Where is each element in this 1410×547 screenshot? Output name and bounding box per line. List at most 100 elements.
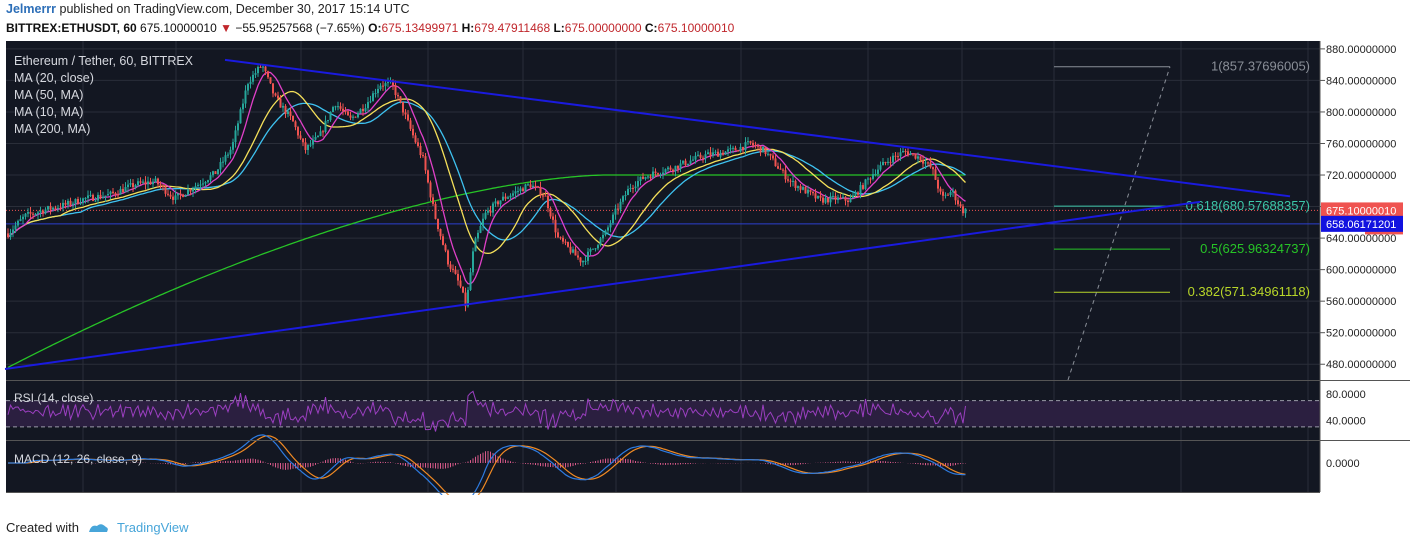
candle-body [147,181,149,185]
price-axis[interactable]: 880.00000000 840.00000000 800.00000000 760.… [6,41,1410,492]
y-tick-label: 480.00000000 [1326,359,1396,371]
candle-body [179,193,182,195]
trend-lines[interactable] [4,58,1291,370]
fib-retracement[interactable]: 1(857.37696005) 0.618(680.57688357) 0.5(62… [6,59,1320,381]
price-chart[interactable]: 1(857.37696005) 0.618(680.57688357) 0.5(62… [0,39,1410,495]
trend-line-lower [4,200,1201,370]
candle-body [907,151,909,156]
candle-body [162,185,164,187]
candle-body [949,192,952,196]
candle-body [782,169,784,171]
candle-body [724,151,727,155]
y-tick-label: 760.00000000 [1326,138,1396,150]
candle-body [184,194,187,197]
candle-body [387,82,389,84]
candle-body [504,196,507,199]
candle-body [192,189,194,192]
rsi-band [6,400,1320,428]
candle-body [619,201,622,210]
candle-body [909,153,912,156]
candle-body [267,71,269,78]
candle-body [824,197,827,203]
candle-body [694,155,697,160]
candle-body [527,184,529,186]
candle-body [174,195,177,200]
candle-body [39,210,42,213]
candle-body [882,162,884,166]
candle-body [27,212,29,214]
candle-body [292,115,294,122]
candle-body [687,163,689,166]
candle-body [952,190,954,193]
candle-body [614,208,617,215]
macd-line [8,434,966,495]
candle-body [899,152,902,157]
candle-body [309,144,312,146]
candle-body [549,208,552,217]
candle-body [512,193,514,196]
candle-body [692,159,694,161]
candle-body [202,183,204,185]
macd-legend: MACD (12, 26, close, 9) [14,452,142,466]
candle-body [617,208,619,210]
candle-body [749,141,752,143]
macd-pane[interactable] [6,441,1320,492]
time-axis[interactable]: 12:0018202212:0025272912:00201835 [6,492,1320,496]
candle-body [542,195,544,197]
candle-body [384,83,387,87]
candle-body [402,102,404,113]
candle-body [712,152,714,156]
candle-body [207,180,209,183]
candle-body [12,229,14,233]
candle-body [362,108,364,112]
candle-body [209,175,212,181]
candle-body [622,196,624,202]
candle-body [924,162,927,164]
candle-body [832,195,834,197]
candle-body [612,214,614,224]
candle-body [942,191,944,196]
candle-body [764,146,767,154]
footer: Created with TradingView [6,520,189,535]
candle-body [649,176,652,179]
candle-body [149,181,152,185]
rsi-tick-label: 40.0000 [1326,415,1366,427]
candle-body [814,193,817,199]
candle-body [689,160,692,164]
candle-body [122,188,124,193]
candle-body [449,264,452,269]
open-value: 675.13499971 [381,21,459,35]
candle-body [269,77,272,84]
candle-body [964,208,967,214]
candle-body [194,186,197,190]
candle-body [474,238,477,252]
tradingview-logo-icon [88,523,108,532]
author-name[interactable]: Jelmerrr [6,2,57,16]
candle-body [219,162,222,170]
candle-body [92,194,94,201]
candle-body [437,218,439,230]
candle-body [479,225,482,233]
candle-body [877,169,879,174]
candle-body [392,81,394,86]
candle-body [9,232,12,237]
candle-body [609,223,612,228]
tradingview-link[interactable]: TradingView [116,520,189,535]
candle-body [52,207,54,210]
candle-body [959,204,962,207]
candle-body [49,206,52,210]
candle-body [332,107,334,113]
candle-body [139,181,142,183]
candle-body [224,155,227,162]
candle-body [662,172,664,175]
candle-body [872,174,874,179]
candle-body [414,135,417,143]
candle-body [837,197,839,200]
candle-body [74,198,77,204]
candle-body [914,153,917,159]
candle-body [777,166,779,169]
candle-body [769,153,772,156]
candle-body [424,156,427,171]
candle-body [279,98,282,108]
open-label: O: [368,21,382,35]
